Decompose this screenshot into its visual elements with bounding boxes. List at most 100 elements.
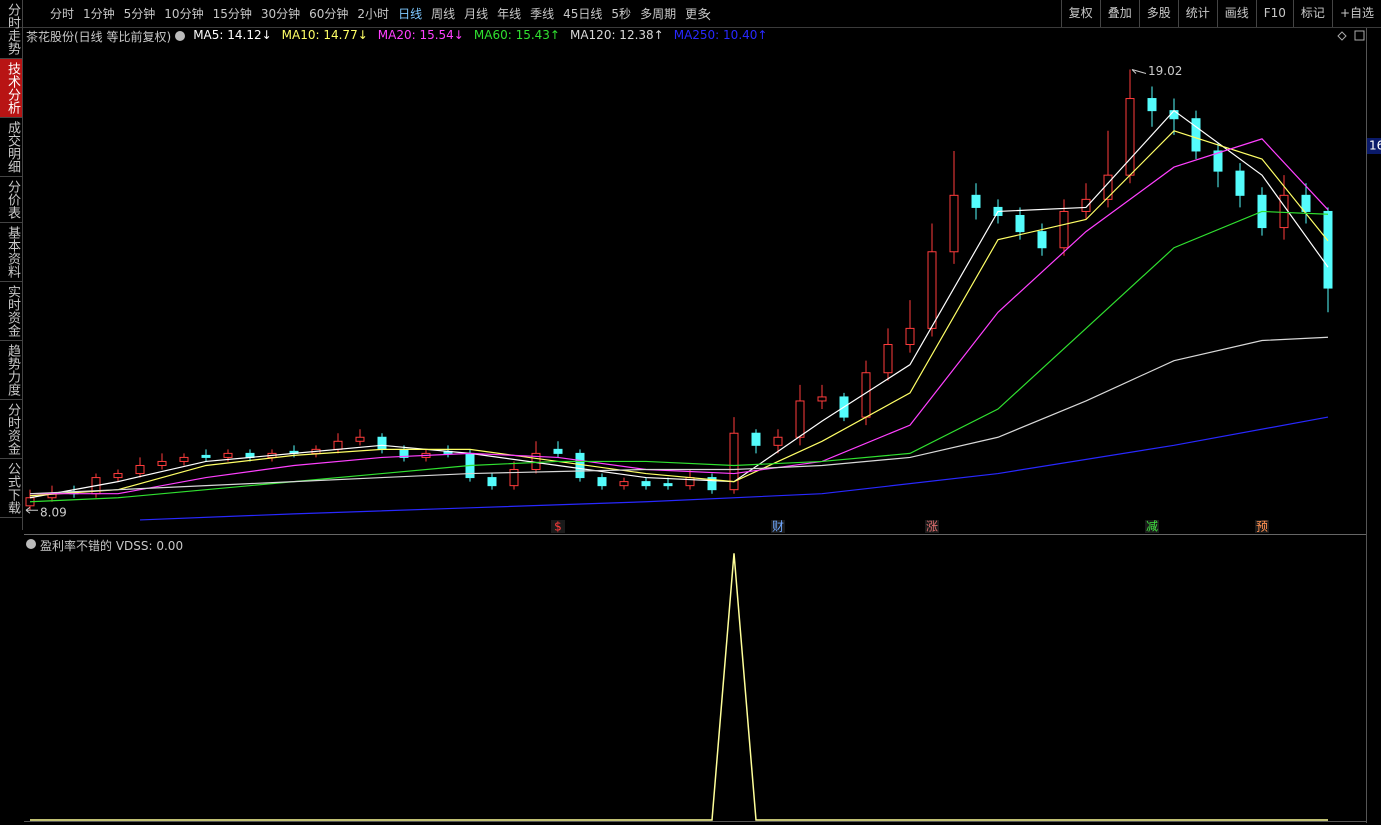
candle-body <box>1147 98 1157 112</box>
candle-body <box>817 396 827 402</box>
candle-body <box>223 452 233 458</box>
event-box <box>925 520 939 533</box>
chart-title: 茶花股份(日线 等比前复权) <box>26 30 172 44</box>
candle-body <box>619 481 629 487</box>
candle-body <box>1279 194 1289 229</box>
side-tab[interactable]: 公式下载 <box>0 459 22 518</box>
candle-body <box>707 477 717 491</box>
candle-body <box>1235 170 1245 196</box>
candle-body <box>575 452 585 479</box>
candle-body <box>509 469 519 487</box>
candle-body <box>971 194 981 208</box>
event-marker: 减 <box>1146 520 1158 534</box>
candle-body <box>751 432 761 446</box>
tool-buttons: 复权 叠加 多股 统计 画线 F10 标记 +自选 <box>1060 0 1381 27</box>
ma-line <box>30 138 1329 495</box>
period-tab[interactable]: 月线 <box>464 7 489 21</box>
icon[interactable] <box>1354 30 1365 41</box>
tool-button[interactable]: 标记 <box>1292 0 1332 27</box>
candle-body <box>1015 214 1025 233</box>
candle-body <box>179 456 189 462</box>
ma-line <box>29 130 1329 497</box>
indicator-line <box>30 553 1328 821</box>
axis-border <box>1366 28 1367 823</box>
side-tab[interactable]: 成交明细 <box>0 118 22 177</box>
event-box <box>771 520 785 533</box>
toolbar: 分时 1分钟 5分钟 10分钟 15分钟 30分钟 60分钟 2小时 日线 周线 月线 年线 季线 45日… <box>0 0 1381 28</box>
tool-button[interactable]: 复权 <box>1060 0 1100 27</box>
legend-entry: MA250: 10.40↑ <box>673 28 768 42</box>
high-label: 19.02 <box>1148 64 1182 78</box>
legend-entry: MA5: 14.12↓ <box>193 28 272 42</box>
side-tab[interactable]: 实时资金 <box>0 282 22 341</box>
candle-body <box>135 464 145 475</box>
sidebar: 分时走势 技术分析 成交明细 分价表 基本资料 实时资金 趋势力度 分时资金 公式下载 <box>0 0 23 530</box>
period-tab[interactable]: 1分钟 <box>83 7 115 21</box>
period-tab[interactable]: 5秒 <box>611 7 632 21</box>
menu-icon[interactable] <box>26 539 36 549</box>
event-marker: 财 <box>772 520 784 534</box>
side-tab[interactable]: 分时走势 <box>0 0 22 59</box>
candle-body <box>553 448 563 454</box>
tool-button[interactable]: 画线 <box>1216 0 1256 27</box>
side-tab[interactable]: 趋势力度 <box>0 341 22 400</box>
tool-button[interactable]: +自选 <box>1331 0 1381 27</box>
candle-body <box>795 400 805 438</box>
candle-body <box>949 194 959 253</box>
period-tab[interactable]: 年线 <box>497 7 522 21</box>
low-label: 8.09 <box>40 506 67 520</box>
period-tab[interactable]: 45日线 <box>563 7 603 21</box>
tool-button[interactable]: 叠加 <box>1099 0 1139 27</box>
candle-body <box>201 454 211 458</box>
side-tab[interactable]: 分价表 <box>0 177 22 223</box>
period-tab[interactable]: 5分钟 <box>123 7 156 21</box>
price-tag <box>1367 138 1381 154</box>
side-tab[interactable]: 分时资金 <box>0 400 22 459</box>
period-tab[interactable]: 10分钟 <box>164 7 204 21</box>
period-tabs: 分时 1分钟 5分钟 10分钟 15分钟 30分钟 60分钟 2小时 日线 周线 月线 年线 季线 45日… <box>50 5 709 22</box>
candle-body <box>113 473 123 479</box>
period-tab[interactable]: 30分钟 <box>260 7 301 21</box>
period-tab[interactable]: 2小时 <box>357 7 390 21</box>
period-tab[interactable]: 60分钟 <box>309 7 349 21</box>
event-marker: 预 <box>1256 520 1268 534</box>
period-tab[interactable]: 分时 <box>50 7 75 21</box>
ma-line <box>29 336 1329 495</box>
icon[interactable] <box>1337 31 1347 41</box>
tool-button[interactable]: 多股 <box>1138 0 1178 27</box>
candle-body <box>641 481 651 487</box>
candle-body <box>1191 118 1201 152</box>
menu-icon[interactable] <box>175 31 185 41</box>
event-marker: $ <box>554 520 562 534</box>
legend-entry: MA60: 15.43↑ <box>473 28 560 42</box>
tool-button[interactable]: 统计 <box>1177 0 1217 27</box>
period-tab[interactable]: 日线 <box>398 7 423 21</box>
side-tab[interactable]: 技术分析 <box>0 59 22 118</box>
panel-bottom <box>24 821 1366 822</box>
candle-body <box>1213 150 1223 172</box>
legend-entry: MA120: 12.38↑ <box>569 28 664 42</box>
chart-header: 茶花股份(日线 等比前复权) MA5: 14.12↓ MA10: 14.77↓ MA… <box>26 28 767 44</box>
candle-body <box>157 460 167 466</box>
chevron <box>705 11 711 21</box>
period-tab[interactable]: 周线 <box>431 7 456 21</box>
side-tab[interactable]: 基本资料 <box>0 223 22 282</box>
candle-body <box>927 251 937 329</box>
tool-button[interactable]: F10 <box>1255 0 1293 27</box>
candle-body <box>905 327 915 346</box>
candle-body <box>729 432 739 491</box>
candle-body <box>597 477 607 487</box>
candle-body <box>773 436 783 446</box>
price-tag-text: 16 <box>1369 139 1381 153</box>
candle-body <box>1081 198 1091 212</box>
period-tab[interactable]: 季线 <box>530 7 555 21</box>
period-tab[interactable]: 15分钟 <box>212 7 252 21</box>
candle-body <box>1037 231 1047 249</box>
candle-body <box>1169 110 1179 120</box>
candle-body <box>685 477 695 487</box>
arrow <box>25 506 38 514</box>
period-tab[interactable]: 多周期 <box>640 7 677 21</box>
period-tab[interactable]: 更多 <box>685 7 710 21</box>
ma-line <box>139 416 1329 521</box>
